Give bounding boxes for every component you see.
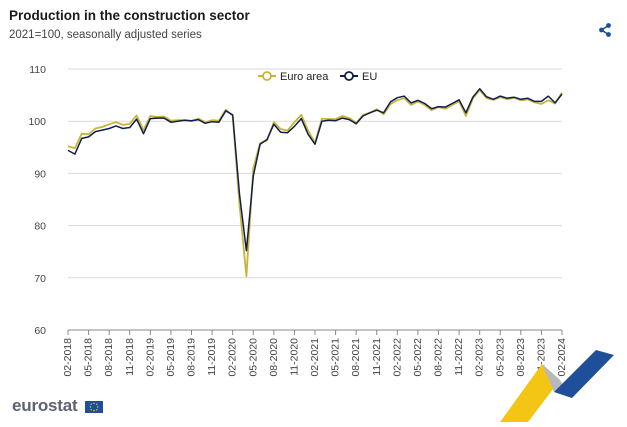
legend-label-1: EU [362, 71, 377, 83]
x-tick-label: 11-2019 [206, 338, 218, 376]
decorative-ribbon-graphic [500, 350, 614, 422]
chart-legend: Euro area EU [258, 71, 377, 83]
x-tick-label: 05-2022 [412, 338, 424, 377]
y-tick-label: 60 [34, 325, 46, 337]
chart-title: Production in the construction sector [9, 8, 250, 23]
x-tick-label: 11-2018 [124, 338, 136, 376]
chart-gridlines [68, 68, 562, 331]
x-tick-label: 11-2021 [371, 338, 383, 376]
x-tick-label: 02-2023 [474, 338, 486, 377]
x-tick-label: 02-2022 [391, 338, 403, 377]
x-tick-label: 05-2021 [330, 338, 342, 377]
x-tick-label: 05-2023 [494, 338, 506, 377]
y-tick-label: 90 [34, 168, 46, 180]
y-axis: 60 70 80 90 100 110 [28, 64, 46, 337]
x-tick-label: 08-2020 [268, 338, 280, 377]
series-line-euro-area [67, 89, 563, 278]
chart-series [67, 88, 563, 278]
x-tick-label: 02-2021 [309, 338, 321, 377]
x-tick-label: 02-2024 [556, 338, 568, 377]
x-tick-label: 08-2018 [103, 338, 115, 377]
legend-marker-1 [344, 71, 354, 81]
x-axis: 02-2018 05-2018 08-2018 11-2018 02-2019 05-20… [62, 329, 568, 377]
legend-label-0: Euro area [280, 71, 329, 83]
x-tick-label: 05-2020 [247, 338, 259, 377]
chart-subtitle: 2021=100, seasonally adjusted series [9, 29, 202, 41]
x-tick-label: 02-2020 [227, 338, 239, 377]
y-tick-label: 110 [29, 64, 46, 76]
share-icon[interactable] [597, 22, 613, 38]
eurostat-logo: eurostat [12, 396, 78, 415]
x-tick-label: 11-2022 [453, 338, 465, 376]
x-tick-label: 08-2019 [186, 338, 198, 377]
x-tick-label: 11-2020 [288, 338, 300, 376]
x-tick-label: 08-2022 [433, 338, 445, 377]
series-line-eu [67, 88, 563, 252]
eu-flag-icon [85, 401, 103, 413]
x-tick-label: 05-2018 [83, 338, 95, 377]
x-tick-label: 02-2019 [144, 338, 156, 377]
legend-marker-0 [262, 71, 272, 81]
y-tick-label: 70 [34, 273, 46, 285]
x-tick-label: 08-2021 [350, 338, 362, 377]
x-tick-label: 05-2019 [165, 338, 177, 377]
x-tick-label: 02-2018 [62, 338, 74, 377]
y-tick-label: 100 [28, 116, 46, 128]
x-tick-label: 08-2023 [515, 338, 527, 377]
y-tick-label: 80 [34, 221, 46, 233]
